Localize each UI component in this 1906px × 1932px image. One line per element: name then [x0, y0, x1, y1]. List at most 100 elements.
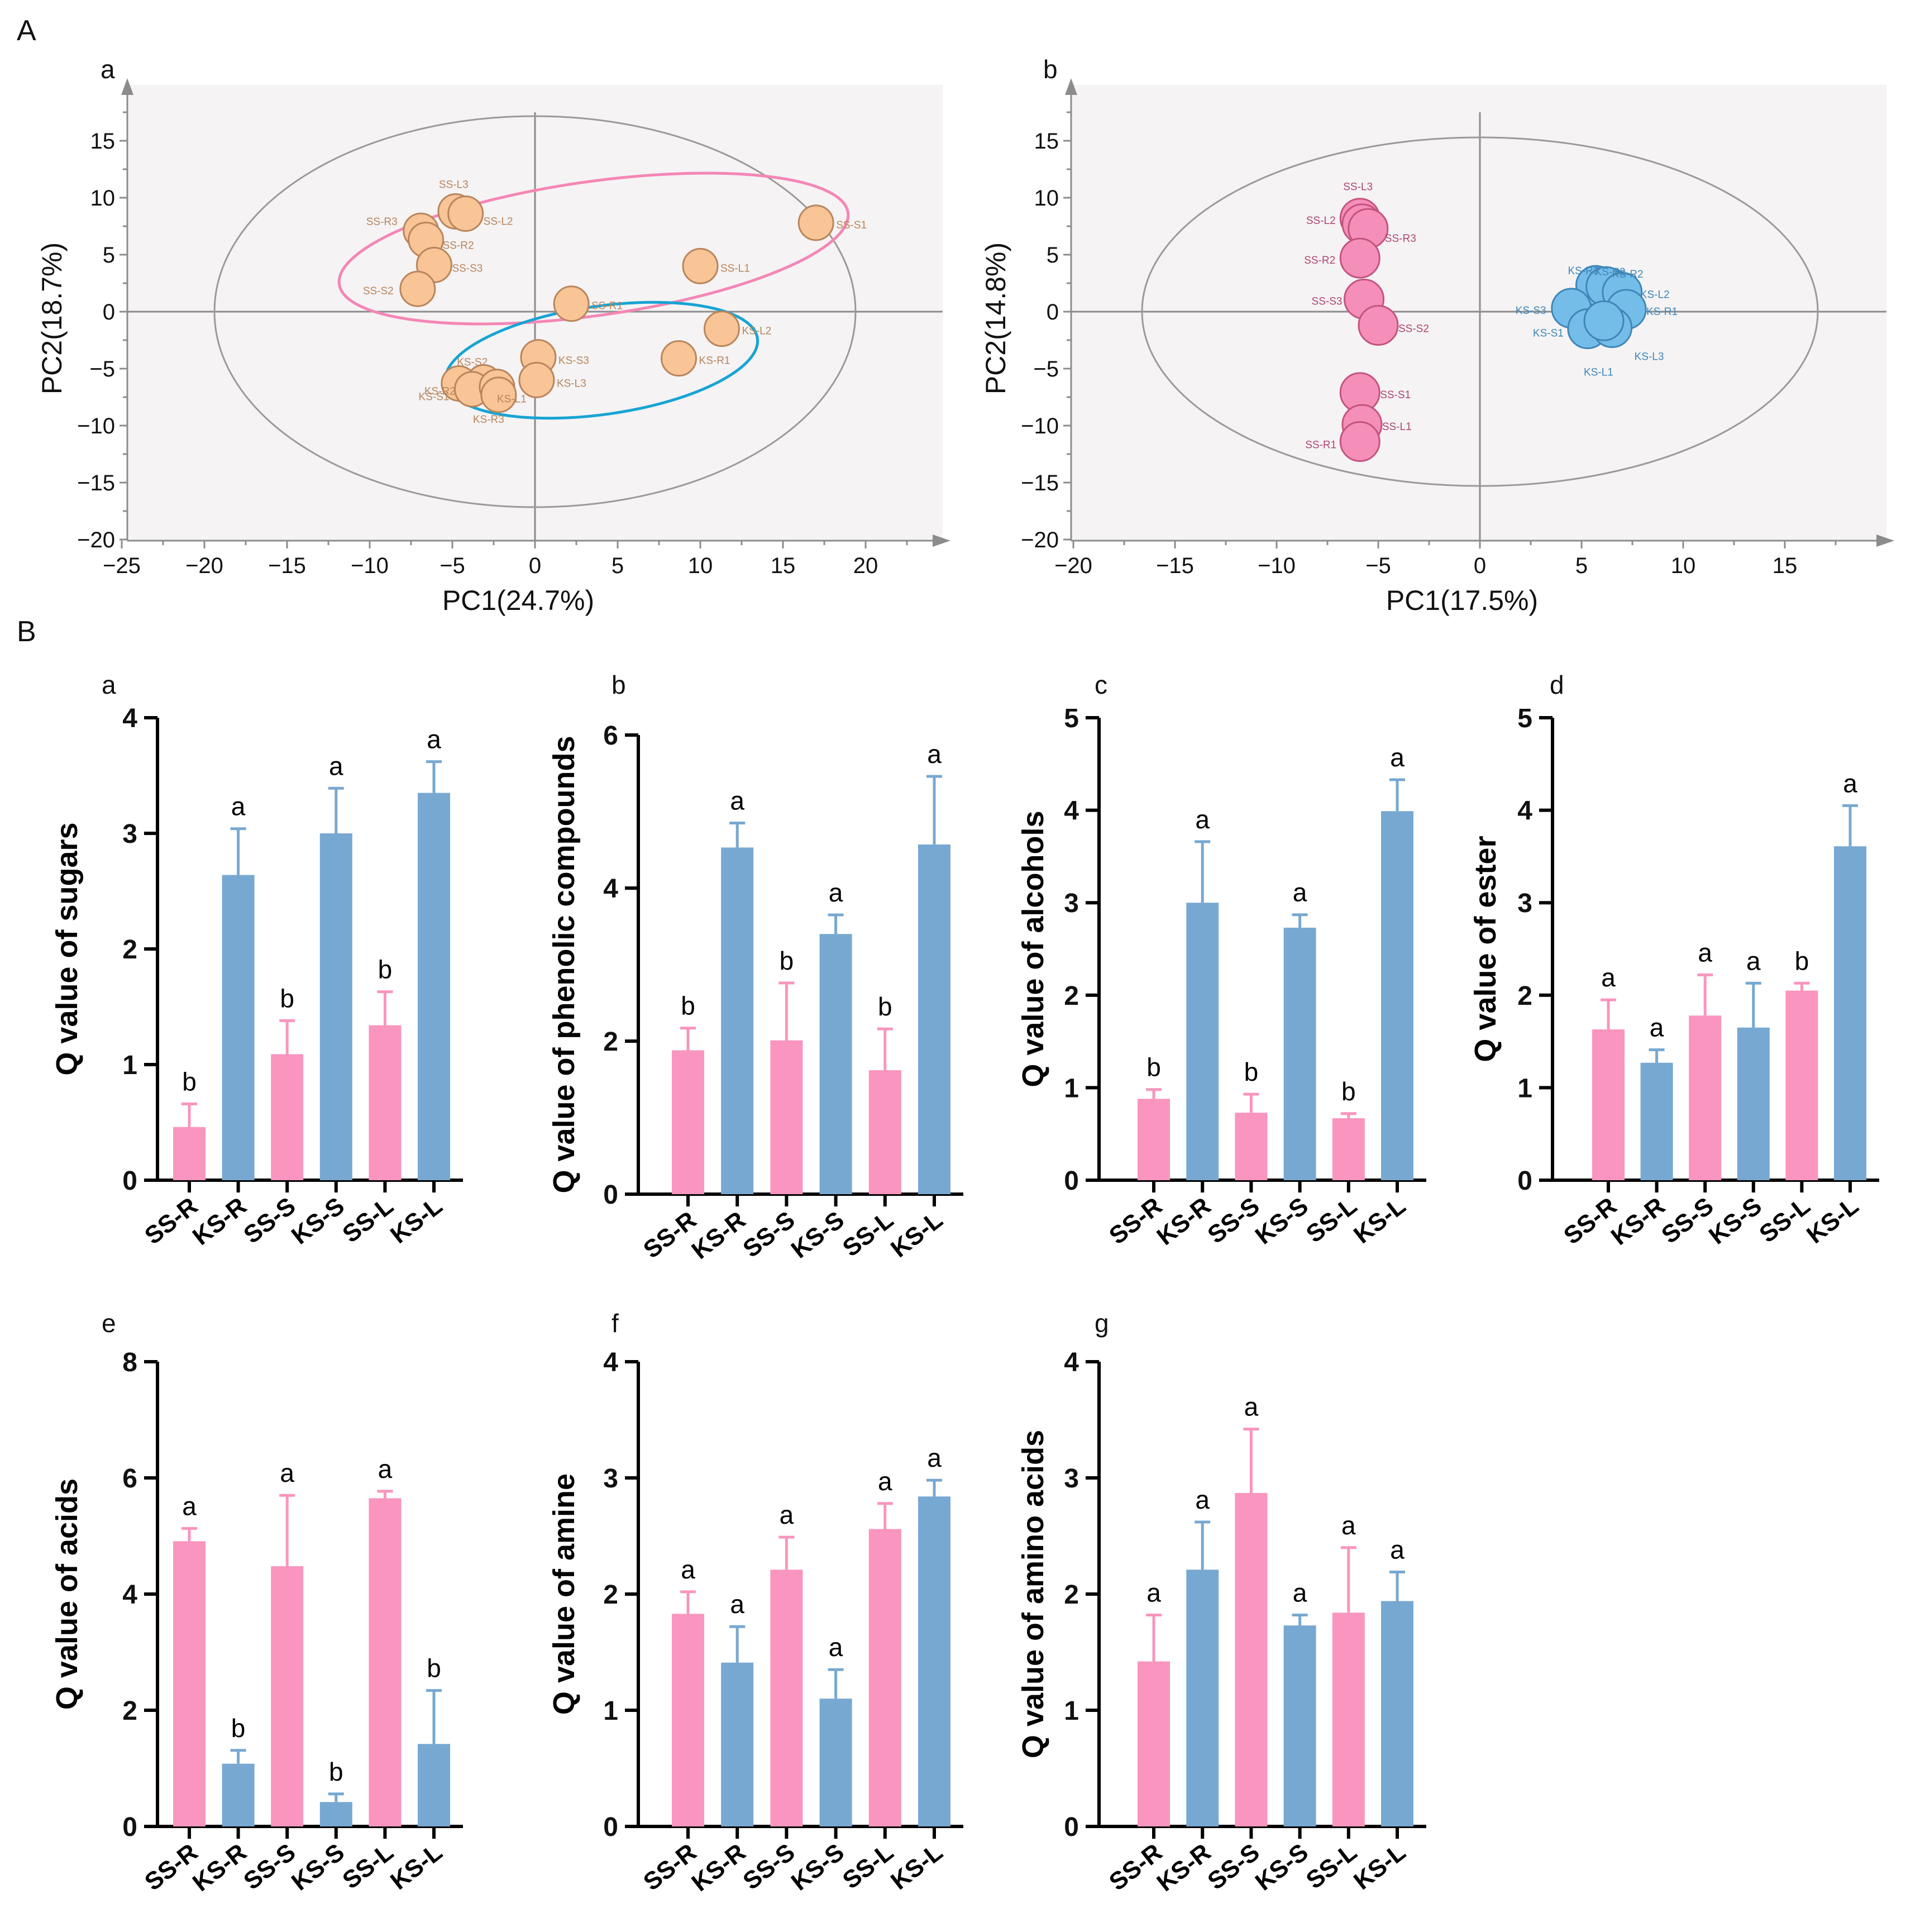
category-label: KS-L: [1349, 1192, 1411, 1249]
category-label: SS-L: [1301, 1192, 1362, 1248]
bar: [1332, 1118, 1365, 1180]
data-point: [1583, 300, 1625, 341]
bar: [369, 1025, 402, 1180]
y-tick-label: 8: [122, 1348, 137, 1377]
y-tick-label: 4: [1064, 1348, 1079, 1377]
bar: [868, 1070, 901, 1194]
significance-letter: b: [231, 1714, 246, 1743]
category-label: KS-L: [886, 1838, 948, 1895]
category-label: SS-S: [1656, 1192, 1718, 1249]
category-label: SS-R: [1104, 1192, 1167, 1249]
bar: [418, 1744, 450, 1826]
bar: [1138, 1661, 1170, 1826]
data-point: [480, 376, 517, 413]
significance-letter: a: [231, 792, 246, 821]
significance-letter: a: [427, 725, 441, 754]
category-label: SS-R: [140, 1838, 203, 1896]
x-tick-label: 0: [529, 554, 541, 578]
x-axis-arrow: [933, 535, 950, 547]
y-tick-label: 4: [122, 704, 137, 733]
category-label: KS-R: [686, 1838, 751, 1897]
significance-letter: a: [829, 1633, 843, 1662]
category-label: KS-S: [786, 1838, 849, 1896]
bar: [173, 1127, 206, 1180]
bar: [271, 1566, 304, 1826]
y-tick-label: 6: [603, 721, 618, 751]
subpanel-letter: d: [1550, 670, 1564, 699]
bar: [1592, 1029, 1625, 1180]
y-tick-label: 2: [1517, 981, 1532, 1011]
point-label: SS-S3: [1312, 296, 1343, 308]
x-tick-label: −5: [1365, 554, 1391, 578]
bar: [918, 844, 950, 1194]
y-axis-label: Q value of ester: [1469, 836, 1502, 1062]
y-axis-label: Q value of amine: [547, 1473, 581, 1715]
x-tick-label: 20: [853, 554, 878, 578]
point-label: SS-S2: [363, 285, 394, 297]
data-point: [1339, 421, 1380, 462]
category-label: KS-S: [786, 1206, 849, 1263]
category-label: SS-R: [1559, 1192, 1622, 1249]
bar: [1689, 1015, 1722, 1180]
x-axis-arrow: [1876, 535, 1894, 547]
category-label: SS-S: [1202, 1192, 1264, 1249]
point-label: KS-S3: [558, 355, 589, 367]
point-label: KS-L2: [742, 326, 771, 337]
y-tick-label: 15: [1034, 129, 1059, 154]
category-label: KS-L: [1802, 1192, 1864, 1249]
panel-letter-B: B: [17, 616, 36, 648]
bar: [1138, 1099, 1170, 1180]
data-point: [553, 285, 590, 322]
point-label: KS-S1: [1533, 328, 1564, 340]
y-tick-label: −15: [1021, 471, 1059, 495]
significance-letter: b: [378, 955, 393, 984]
category-label: SS-L: [1754, 1192, 1815, 1248]
category-label: SS-R: [638, 1838, 701, 1896]
point-label: KS-R2: [1612, 269, 1644, 280]
point-label: SS-S2: [1398, 323, 1429, 335]
pca-plot-b: b −20 −15 −10 −5 0 5 10 15 −20 −15 −10 −5 0 5 10 15 PC1(1…: [980, 55, 1894, 616]
significance-letter: a: [1390, 743, 1405, 772]
bar: [1834, 846, 1866, 1180]
x-tick-label: 5: [1575, 554, 1588, 578]
significance-letter: a: [1147, 1578, 1161, 1607]
y-tick-label: 1: [1517, 1074, 1532, 1103]
significance-letter: a: [681, 1555, 695, 1584]
category-label: SS-S: [238, 1192, 300, 1249]
point-label: KS-L1: [497, 394, 527, 406]
x-tick-label: 15: [1773, 554, 1798, 578]
point-label: SS-R2: [1304, 255, 1335, 266]
y-tick-label: 1: [603, 1696, 618, 1726]
y-tick-label: 5: [1064, 704, 1079, 733]
y-tick-label: 0: [603, 1180, 618, 1210]
y-tick-label: −5: [1033, 357, 1059, 381]
point-label: KS-R1: [699, 355, 730, 367]
point-label: SS-R3: [1385, 233, 1416, 245]
y-tick-label: 0: [1047, 300, 1059, 325]
point-label: KS-S2: [1595, 266, 1626, 278]
bar: [1186, 903, 1219, 1180]
y-tick-label: 15: [90, 129, 116, 154]
category-label: SS-L: [337, 1192, 398, 1248]
category-label: KS-R: [1152, 1192, 1216, 1251]
point-label: SS-R2: [443, 240, 474, 251]
significance-letter: b: [182, 1067, 197, 1096]
group-ellipse-ss: [337, 171, 850, 326]
y-tick-label: −20: [1021, 528, 1059, 552]
y-tick-label: −5: [89, 357, 115, 381]
point-label: SS-L2: [1306, 215, 1336, 227]
category-label: SS-L: [838, 1206, 899, 1262]
significance-letter: a: [829, 878, 843, 907]
y-axis-label: PC2(14.8%): [980, 242, 1011, 394]
y-tick-label: 2: [603, 1580, 618, 1610]
bar-chart-phenolic-compounds: b 0 2 4 6 Q value of phenolic compounds b SS-R a…: [547, 670, 963, 1265]
bar: [1186, 1570, 1219, 1826]
bar: [918, 1496, 950, 1826]
y-tick-label: −10: [77, 414, 115, 438]
y-tick-label: 0: [103, 300, 115, 325]
bar: [721, 1662, 754, 1826]
y-tick-label: −10: [1021, 414, 1059, 438]
x-tick-label: 10: [1671, 554, 1696, 578]
category-label: KS-S: [1704, 1192, 1767, 1249]
y-axis-label: Q value of amino acids: [1016, 1430, 1050, 1758]
